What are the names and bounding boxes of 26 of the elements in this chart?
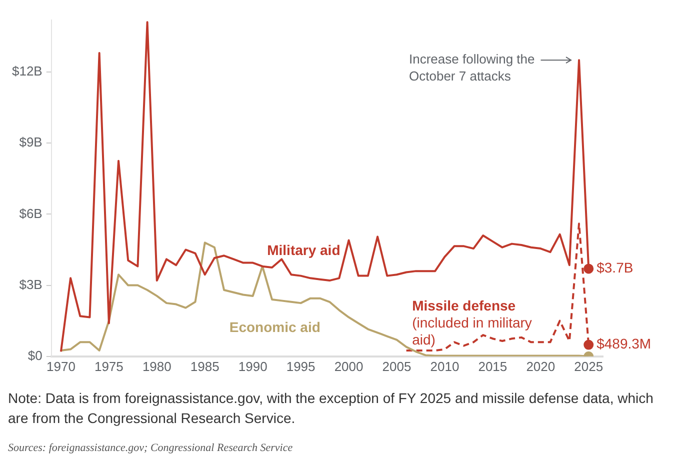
text: Note: Data is from foreignassistance.gov, with the exception of FY 2025 and missile defense data, which are from the Congressional Research Service. [8, 389, 654, 428]
series-label: Military aid [267, 242, 340, 258]
y-tick-label: $6B [19, 206, 42, 221]
annotation: $489.3M [596, 336, 652, 352]
source-note: Sources: foreignassistance.gov; Congressional Research Service [8, 442, 294, 454]
series-label: Economic aid [229, 318, 320, 335]
x-tick-label: 2005 [382, 358, 412, 374]
x-tick-label: 1975 [94, 358, 124, 374]
annotation: (included in military aid) [412, 314, 532, 348]
x-tick-label: 1995 [286, 358, 316, 374]
y-tick-label: $9B [19, 134, 42, 150]
x-tick-label: 1970 [46, 358, 76, 374]
x-tick-label: 2000 [334, 358, 364, 374]
x-tick-label: 1990 [238, 358, 268, 374]
y-tick-label: $12B [12, 64, 42, 79]
x-tick-label: 2025 [574, 358, 604, 374]
annotation: Increase following the October 7 attacks [409, 52, 535, 84]
series-label: Missile defense [412, 297, 516, 314]
x-tick-label: 2015 [478, 358, 508, 374]
y-tick-label: $3B [19, 276, 42, 292]
y-tick-label: $0 [28, 348, 42, 363]
x-tick-label: 2010 [430, 358, 460, 374]
x-tick-label: 1985 [190, 358, 220, 374]
x-tick-label: 1980 [142, 358, 172, 374]
data-label: $3.7B [596, 260, 634, 276]
x-tick-label: 2020 [526, 358, 556, 374]
